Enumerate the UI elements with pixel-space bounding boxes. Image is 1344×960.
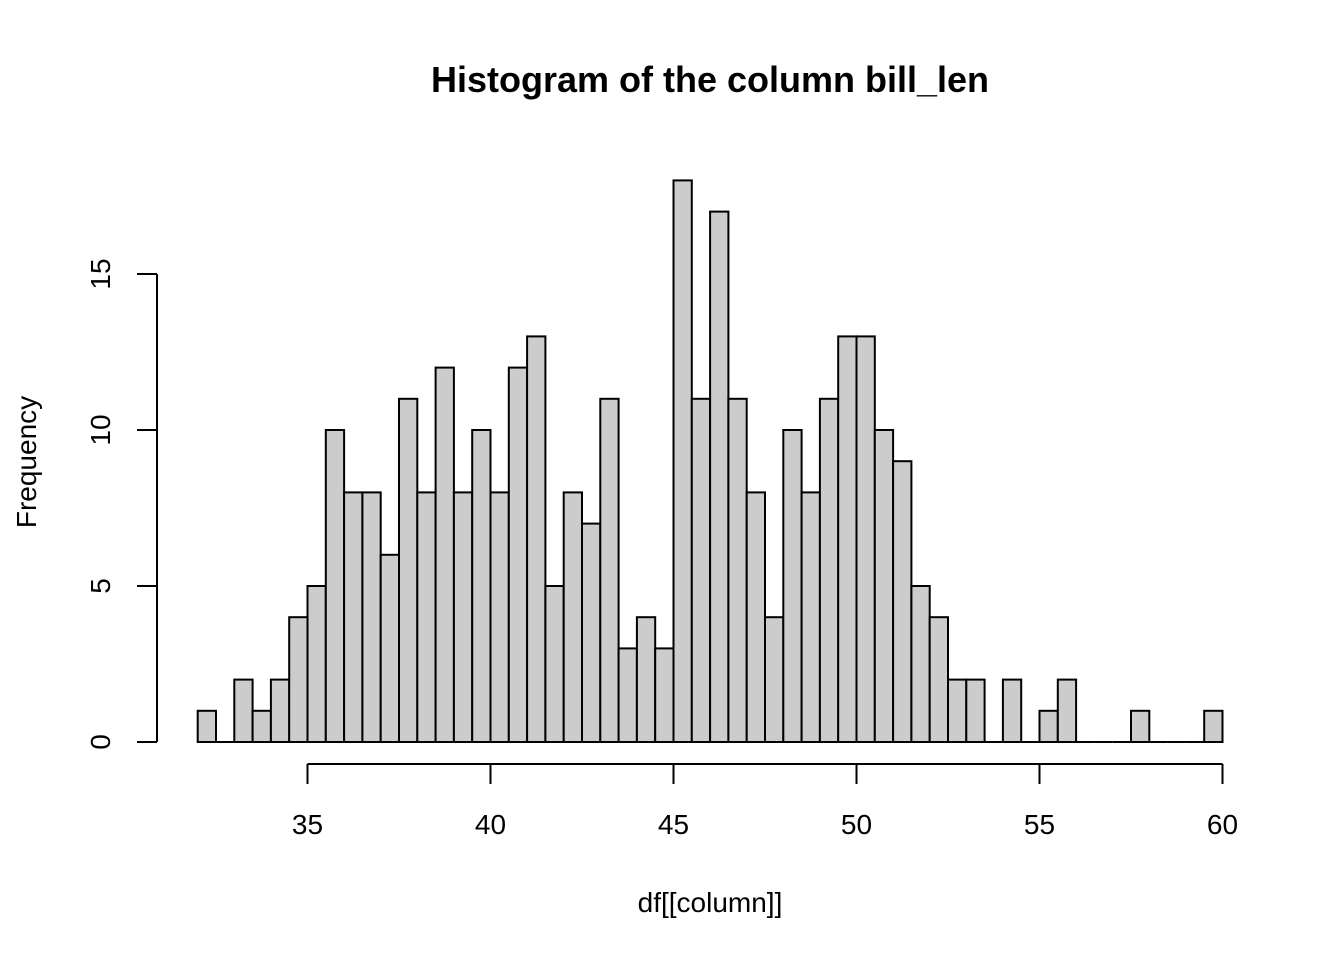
histogram-bar: [690, 397, 712, 743]
y-tick-label: 5: [85, 578, 116, 594]
histogram-bar: [654, 647, 675, 744]
histogram-bar: [782, 429, 803, 743]
histogram-bar: [306, 585, 327, 743]
histogram-bar: [398, 397, 419, 743]
histogram-bar: [1056, 678, 1078, 743]
y-tick-label: 10: [85, 414, 116, 445]
histogram-bar: [361, 491, 382, 743]
histogram-bar: [251, 709, 272, 743]
histogram-bar: [434, 366, 455, 743]
histogram-bar: [800, 491, 821, 743]
x-tick-label: 45: [658, 809, 689, 840]
histogram-bar: [471, 429, 492, 743]
histogram-bar: [599, 397, 620, 743]
histogram-bar: [269, 678, 291, 743]
x-tick-label: 60: [1207, 809, 1238, 840]
x-tick-label: 35: [292, 809, 323, 840]
histogram-bar: [1038, 709, 1059, 743]
histogram-bar: [745, 491, 767, 743]
histogram-bar: [617, 647, 638, 744]
histogram-bar: [452, 491, 474, 743]
histogram-bar: [288, 616, 309, 744]
histogram-bar: [635, 616, 657, 744]
histogram-bar: [837, 335, 858, 743]
histogram-bar: [507, 366, 529, 743]
histogram-bar: [379, 553, 401, 743]
histogram-bar: [562, 491, 584, 743]
histogram-bar: [764, 616, 785, 744]
histogram-bar: [892, 460, 913, 743]
histogram-bar: [818, 397, 840, 743]
x-tick-label: 40: [475, 809, 506, 840]
histogram-bar: [873, 429, 895, 743]
chart-title: Histogram of the column bill_len: [431, 59, 989, 100]
histogram-bar: [526, 335, 547, 743]
histogram-bar: [416, 491, 437, 743]
histogram-bar: [324, 429, 346, 743]
histogram-bar: [343, 491, 364, 743]
x-axis: 35 40 45 50 55 60: [292, 763, 1238, 840]
histogram-bar: [1203, 709, 1224, 743]
x-axis-label: df[[column]]: [638, 887, 783, 918]
y-axis-label: Frequency: [11, 396, 42, 528]
histogram-bar: [544, 585, 565, 743]
histogram-bar: [727, 397, 748, 743]
histogram-bar: [196, 709, 217, 743]
histogram-bar: [672, 179, 693, 743]
histogram-bar: [855, 335, 876, 743]
y-tick-label: 15: [85, 258, 116, 289]
histogram-bar: [910, 585, 931, 743]
histogram-bar: [233, 678, 254, 743]
histogram-bar: [965, 678, 986, 743]
histogram-bar: [1130, 709, 1151, 743]
x-tick-label: 50: [841, 809, 872, 840]
histogram-bar: [1001, 678, 1023, 743]
bars-group: [196, 179, 1224, 744]
histogram-bar: [709, 210, 730, 744]
histogram-bar: [928, 616, 950, 744]
histogram-bar: [489, 491, 510, 743]
x-tick-label: 55: [1024, 809, 1055, 840]
histogram-bar: [581, 522, 602, 743]
y-axis: 0 5 10 15: [85, 258, 158, 750]
histogram-bar: [947, 678, 968, 743]
y-tick-label: 0: [85, 734, 116, 750]
